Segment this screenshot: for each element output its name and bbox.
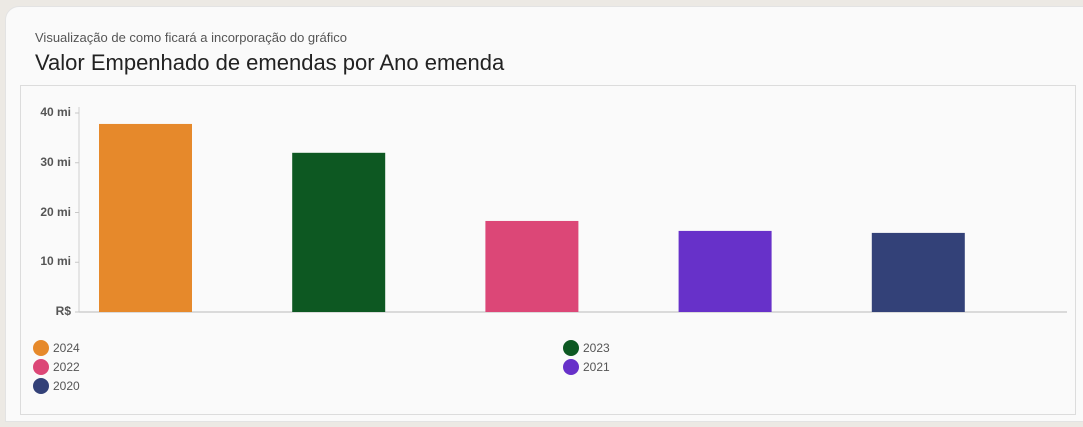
legend-swatch-icon: [33, 340, 49, 356]
legend-swatch-icon: [33, 378, 49, 394]
legend-item-2023[interactable]: 2023: [563, 340, 610, 356]
bar-2022[interactable]: [485, 220, 579, 312]
bar-2023[interactable]: [292, 152, 386, 312]
chart-title: Valor Empenhado de emendas por Ano emend…: [35, 50, 505, 75]
bar-chart: [75, 107, 1067, 313]
y-tick-label: 20 mi: [40, 204, 71, 219]
y-tick-label: 30 mi: [40, 154, 71, 169]
legend-swatch-icon: [563, 359, 579, 375]
legend-label: 2024: [53, 341, 80, 355]
y-tick-label: 10 mi: [40, 254, 71, 269]
bar-2024[interactable]: [99, 123, 192, 312]
bar-2020[interactable]: [871, 232, 965, 312]
legend-item-2024[interactable]: 2024: [33, 340, 80, 356]
legend-label: 2020: [53, 379, 80, 393]
legend-item-2020[interactable]: 2020: [33, 378, 80, 394]
y-tick-label: 40 mi: [40, 105, 71, 119]
chart-container: R$ 10 mi 20 mi 30 mi 40 mi 2024 2023 2022 2021 2…: [20, 85, 1076, 415]
legend-swatch-icon: [563, 340, 579, 356]
legend-label: 2023: [583, 341, 610, 355]
bar-2021[interactable]: [678, 230, 772, 312]
y-tick-label: R$: [55, 304, 71, 318]
legend-item-2021[interactable]: 2021: [563, 359, 610, 375]
legend-item-2022[interactable]: 2022: [33, 359, 80, 375]
legend-label: 2022: [53, 360, 80, 374]
embed-preview-caption: Visualização de como ficará a incorporaç…: [35, 30, 347, 45]
legend-swatch-icon: [33, 359, 49, 375]
legend-label: 2021: [583, 360, 610, 374]
